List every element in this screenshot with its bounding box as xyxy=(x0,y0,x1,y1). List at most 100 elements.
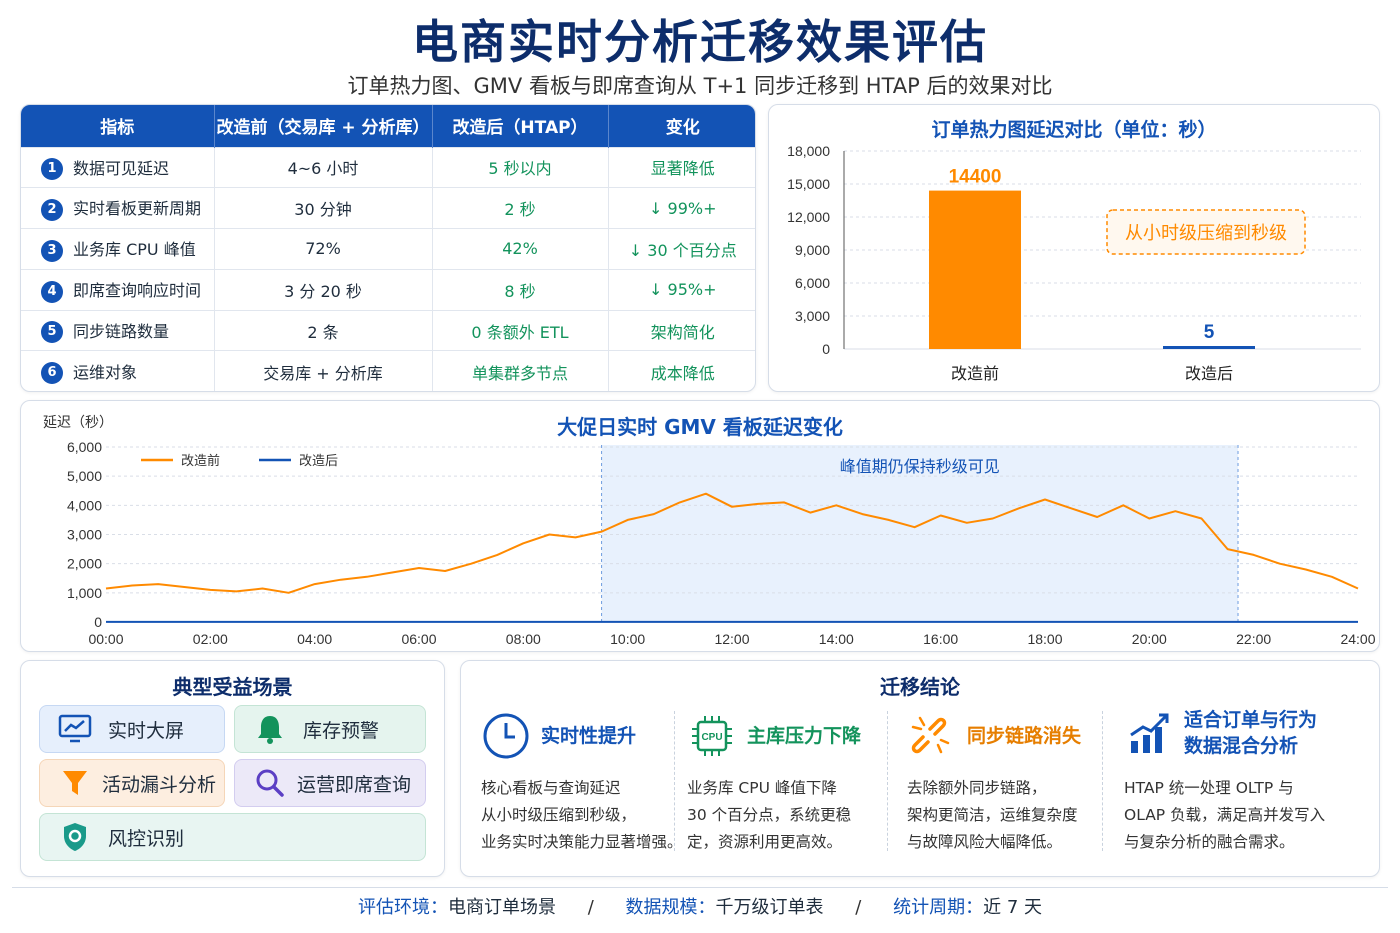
monitor-chart-icon xyxy=(58,712,92,746)
conclusion-item-title: 适合订单与行为 xyxy=(1184,709,1318,731)
legend-label: 改造前 xyxy=(181,453,220,469)
after-cell: 2 秒 xyxy=(432,187,609,229)
conclusion-body-line: 与故障风险大幅降低。 xyxy=(907,833,1063,851)
table-header-row: 指标 改造前（交易库 + 分析库） 改造后（HTAP） 变化 xyxy=(21,105,755,147)
bar-y-tick-label: 12,000 xyxy=(787,209,830,225)
bar-y-tick-label: 0 xyxy=(822,341,830,357)
gmv-line-chart-panel: 大促日实时 GMV 看板延迟变化 峰值期仍保持秒级可见 0 1,000 2,000 3,… xyxy=(20,400,1380,652)
footer: 评估环境：电商订单场景 / 数据规模：千万级订单表 / 统计周期：近 7 天 xyxy=(0,893,1400,919)
column-divider xyxy=(674,711,675,851)
cpu-icon: CPU xyxy=(687,711,737,761)
highlight-label: 峰值期仍保持秒级可见 xyxy=(840,457,1000,476)
line-x-tick-label: 20:00 xyxy=(1132,631,1167,647)
conclusion-body-line: OLAP 负载，满足高并发写入 xyxy=(1124,806,1326,824)
before-cell: 交易库 + 分析库 xyxy=(214,350,433,391)
metric-label: 运维对象 xyxy=(73,362,138,382)
metric-cell: 1 数据可见延迟 xyxy=(21,146,215,188)
scenario-label: 库存预警 xyxy=(303,719,380,742)
table-header: 变化 xyxy=(608,105,755,147)
scenario-label: 实时大屏 xyxy=(108,719,185,742)
after-cell: 42% xyxy=(432,228,609,270)
scenarios-panel: 典型受益场景 实时大屏 库存预警 活动漏斗分析 运营即席查询 风控识别 xyxy=(20,660,445,877)
line-x-tick-label: 14:00 xyxy=(819,631,854,647)
line-chart: 峰值期仍保持秒级可见 0 1,000 2,000 3,000 4,000 5,000 6,00… xyxy=(43,415,1376,647)
after-cell: 0 条额外 ETL xyxy=(432,309,609,351)
line-y-tick-label: 5,000 xyxy=(67,468,102,484)
conclusion-item-realtime: 实时性提升 核心看板与查询延迟 从小时级压缩到秒级， 业务实时决策能力显著增强。 xyxy=(461,709,683,859)
comparison-table-panel: 指标 改造前（交易库 + 分析库） 改造后（HTAP） 变化 1 数据可见延迟 4~… xyxy=(20,104,756,392)
line-x-tick-label: 12:00 xyxy=(714,631,749,647)
latency-bar-chart-panel: 订单热力图延迟对比（单位：秒） 0 3,000 6,000 9,000 12,000 15… xyxy=(768,104,1380,392)
column-divider xyxy=(887,711,888,851)
bar xyxy=(929,190,1021,349)
metric-cell: 4 即席查询响应时间 xyxy=(21,268,215,311)
annotation-text: 从小时级压缩到秒级 xyxy=(1125,223,1287,244)
line-y-axis-label: 延迟（秒） xyxy=(43,415,113,431)
footer-scale-value: 千万级订单表 xyxy=(715,897,824,918)
conclusion-item-title: 实时性提升 xyxy=(541,725,637,747)
line-y-tick-label: 3,000 xyxy=(67,527,102,543)
line-y-tick-label: 4,000 xyxy=(67,497,102,513)
bar-y-tick-label: 3,000 xyxy=(795,308,830,324)
line-x-tick-label: 18:00 xyxy=(1027,631,1062,647)
column-divider xyxy=(1102,711,1103,851)
table-row: 6 运维对象 交易库 + 分析库 单集群多节点 成本降低 xyxy=(21,350,755,391)
table-row: 3 业务库 CPU 峰值 72% 42% ↓ 30 个百分点 xyxy=(21,228,755,270)
change-cell: 成本降低 xyxy=(608,350,755,391)
metric-label: 数据可见延迟 xyxy=(73,158,170,178)
change-cell: 架构简化 xyxy=(608,309,755,351)
conclusion-item-title: 数据混合分析 xyxy=(1184,735,1299,757)
footer-divider xyxy=(12,887,1388,888)
conclusion-body-line: 从小时级压缩到秒级， xyxy=(481,806,637,824)
metric-label: 同步链路数量 xyxy=(73,321,170,341)
scenario-funnel-analysis[interactable]: 活动漏斗分析 xyxy=(39,759,225,807)
conclusion-body-line: 核心看板与查询延迟 xyxy=(481,779,621,797)
svg-text:CPU: CPU xyxy=(701,732,722,743)
conclusion-body-line: 去除额外同步链路， xyxy=(907,779,1047,797)
scenario-adhoc-query[interactable]: 运营即席查询 xyxy=(234,759,426,807)
bar-category-label: 改造前 xyxy=(951,364,999,383)
conclusion-body-line: 业务实时决策能力显著增强。 xyxy=(481,833,683,851)
metric-cell: 2 实时看板更新周期 xyxy=(21,187,215,229)
conclusion-body-line: 30 个百分点，系统更稳 xyxy=(687,806,852,824)
before-cell: 2 条 xyxy=(214,309,433,351)
trend-bars-icon xyxy=(1124,708,1174,758)
metric-label: 实时看板更新周期 xyxy=(73,199,202,219)
line-x-tick-label: 02:00 xyxy=(193,631,228,647)
row-number-badge: 3 xyxy=(41,239,63,262)
line-x-tick-label: 06:00 xyxy=(401,631,436,647)
change-cell: ↓ 99%+ xyxy=(608,187,755,229)
scenario-risk-control[interactable]: 风控识别 xyxy=(39,813,426,861)
conclusion-title: 迁移结论 xyxy=(880,675,960,699)
line-chart-title: 大促日实时 GMV 看板延迟变化 xyxy=(557,415,843,439)
footer-separator: / xyxy=(855,897,862,918)
scenario-realtime-screen[interactable]: 实时大屏 xyxy=(39,705,225,753)
line-y-tick-label: 6,000 xyxy=(67,439,102,455)
row-number-badge: 1 xyxy=(41,158,63,181)
line-x-tick-label: 22:00 xyxy=(1236,631,1271,647)
footer-env-value: 电商订单场景 xyxy=(448,897,556,918)
bar-y-tick-label: 6,000 xyxy=(795,275,830,291)
conclusion-item-title: 同步链路消失 xyxy=(967,725,1082,747)
conclusion-item-hybrid-analysis: 适合订单与行为 数据混合分析 HTAP 统一处理 OLTP 与 OLAP 负载，… xyxy=(1104,709,1364,859)
conclusion-body-line: 与复杂分析的融合需求。 xyxy=(1124,833,1295,851)
footer-scale-label: 数据规模： xyxy=(625,897,716,918)
legend-label: 改造后 xyxy=(299,454,338,469)
metric-label: 即席查询响应时间 xyxy=(73,281,202,301)
metric-cell: 5 同步链路数量 xyxy=(21,309,215,351)
bar-y-tick-label: 18,000 xyxy=(787,143,830,159)
conclusion-item-title: 主库压力下降 xyxy=(747,725,862,747)
change-cell: 显著降低 xyxy=(608,146,755,188)
metric-label: 业务库 CPU 峰值 xyxy=(73,240,196,260)
scenarios-title: 典型受益场景 xyxy=(172,675,293,699)
line-x-tick-label: 08:00 xyxy=(506,631,541,647)
after-cell: 单集群多节点 xyxy=(432,350,609,391)
page-subtitle: 订单热力图、GMV 看板与即席查询从 T+1 同步迁移到 HTAP 后的效果对比 xyxy=(347,74,1053,98)
line-x-tick-label: 24:00 xyxy=(1340,631,1375,647)
bar-y-tick-label: 9,000 xyxy=(795,242,830,258)
conclusion-item-sync-link: 同步链路消失 去除额外同步链路， 架构更简洁，运维复杂度 与故障风险大幅降低。 xyxy=(887,709,1102,859)
shield-icon xyxy=(58,820,92,854)
scenario-inventory-alert[interactable]: 库存预警 xyxy=(234,705,426,753)
footer-period-label: 统计周期： xyxy=(893,897,984,918)
